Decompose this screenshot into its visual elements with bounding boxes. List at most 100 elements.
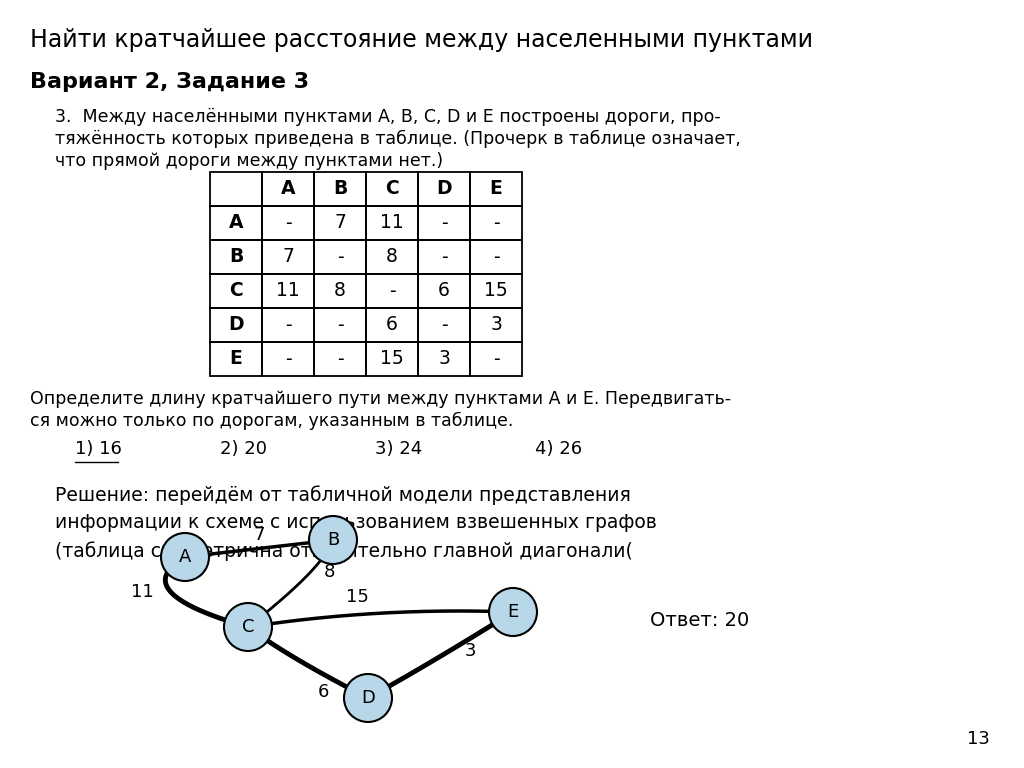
Text: 3: 3 <box>465 642 476 660</box>
Bar <box>262 206 314 240</box>
Text: 15: 15 <box>484 282 508 300</box>
Text: A: A <box>281 180 295 198</box>
Bar <box>314 274 366 308</box>
Text: информации к схеме с использованием взвешенных графов: информации к схеме с использованием взве… <box>55 513 656 532</box>
Bar <box>262 172 314 206</box>
Bar <box>366 342 418 376</box>
Text: Найти кратчайшее расстояние между населенными пунктами: Найти кратчайшее расстояние между населе… <box>30 28 813 52</box>
Text: что прямой дороги между пунктами нет.): что прямой дороги между пунктами нет.) <box>55 152 443 170</box>
Text: 8: 8 <box>386 247 398 266</box>
Bar <box>314 308 366 342</box>
Text: -: - <box>493 214 500 233</box>
Circle shape <box>161 533 209 581</box>
Text: -: - <box>493 349 500 369</box>
Text: 8: 8 <box>334 282 346 300</box>
Text: -: - <box>389 282 395 300</box>
Bar <box>262 308 314 342</box>
Text: (таблица симметрична относительно главной диагонали(: (таблица симметрична относительно главно… <box>55 541 633 561</box>
Text: 2) 20: 2) 20 <box>220 440 267 458</box>
Text: 15: 15 <box>346 588 369 606</box>
Bar <box>210 308 262 342</box>
Text: E: E <box>507 603 518 621</box>
Text: B: B <box>327 531 339 549</box>
Text: 8: 8 <box>324 563 335 581</box>
Text: Решение: перейдём от табличной модели представления: Решение: перейдём от табличной модели пр… <box>55 485 631 505</box>
Text: 13: 13 <box>967 730 990 748</box>
Text: -: - <box>337 316 343 335</box>
Text: -: - <box>440 214 447 233</box>
Text: 4) 26: 4) 26 <box>535 440 582 458</box>
Bar <box>470 172 522 206</box>
Text: 7: 7 <box>334 214 346 233</box>
Circle shape <box>309 516 357 564</box>
Bar <box>210 342 262 376</box>
Text: E: E <box>489 180 503 198</box>
Text: C: C <box>385 180 399 198</box>
Bar <box>314 240 366 274</box>
Circle shape <box>489 588 537 636</box>
Text: 6: 6 <box>438 282 450 300</box>
Circle shape <box>224 603 272 651</box>
Bar <box>262 274 314 308</box>
Text: 11: 11 <box>131 583 154 601</box>
Bar <box>470 274 522 308</box>
Text: 15: 15 <box>380 349 403 369</box>
Text: D: D <box>228 316 244 335</box>
Bar <box>210 274 262 308</box>
Text: -: - <box>440 247 447 266</box>
Text: C: C <box>229 282 243 300</box>
Bar <box>366 240 418 274</box>
Text: D: D <box>436 180 452 198</box>
Bar <box>470 342 522 376</box>
Bar <box>418 206 470 240</box>
Text: Определите длину кратчайшего пути между пунктами A и E. Передвигать-: Определите длину кратчайшего пути между … <box>30 390 731 408</box>
Circle shape <box>344 674 392 722</box>
Bar <box>366 172 418 206</box>
Text: C: C <box>242 618 254 636</box>
Text: 3: 3 <box>490 316 502 335</box>
Text: 3) 24: 3) 24 <box>375 440 422 458</box>
Text: Ответ: 20: Ответ: 20 <box>650 611 750 630</box>
Text: -: - <box>440 316 447 335</box>
Text: A: A <box>179 548 191 566</box>
Bar <box>470 206 522 240</box>
Bar <box>418 240 470 274</box>
Bar <box>418 308 470 342</box>
Text: 6: 6 <box>386 316 398 335</box>
Text: B: B <box>228 247 243 266</box>
Bar <box>314 172 366 206</box>
Text: -: - <box>493 247 500 266</box>
Text: 11: 11 <box>276 282 300 300</box>
Bar <box>262 342 314 376</box>
Text: A: A <box>228 214 244 233</box>
Bar <box>210 172 262 206</box>
Text: ся можно только по дорогам, указанным в таблице.: ся можно только по дорогам, указанным в … <box>30 412 513 430</box>
Text: 3.  Между населёнными пунктами A, B, C, D и E построены дороги, про-: 3. Между населёнными пунктами A, B, C, D… <box>55 108 721 126</box>
Text: 7: 7 <box>282 247 294 266</box>
Bar <box>366 274 418 308</box>
Bar <box>314 206 366 240</box>
Text: Вариант 2, Задание 3: Вариант 2, Задание 3 <box>30 72 309 92</box>
Bar <box>366 206 418 240</box>
Bar <box>210 240 262 274</box>
Bar <box>418 274 470 308</box>
Text: 1) 16: 1) 16 <box>75 440 122 458</box>
Text: -: - <box>285 349 291 369</box>
Text: -: - <box>337 247 343 266</box>
Bar <box>262 240 314 274</box>
Text: -: - <box>285 316 291 335</box>
Text: D: D <box>361 689 375 707</box>
Text: E: E <box>229 349 243 369</box>
Text: -: - <box>285 214 291 233</box>
Text: B: B <box>333 180 347 198</box>
Text: 11: 11 <box>380 214 403 233</box>
Bar <box>314 342 366 376</box>
Text: 3: 3 <box>438 349 450 369</box>
Text: 6: 6 <box>317 684 329 701</box>
Bar <box>366 308 418 342</box>
Bar <box>470 240 522 274</box>
Bar <box>418 342 470 376</box>
Text: тяжённость которых приведена в таблице. (Прочерк в таблице означает,: тяжённость которых приведена в таблице. … <box>55 130 741 148</box>
Bar <box>418 172 470 206</box>
Text: 7: 7 <box>253 525 265 544</box>
